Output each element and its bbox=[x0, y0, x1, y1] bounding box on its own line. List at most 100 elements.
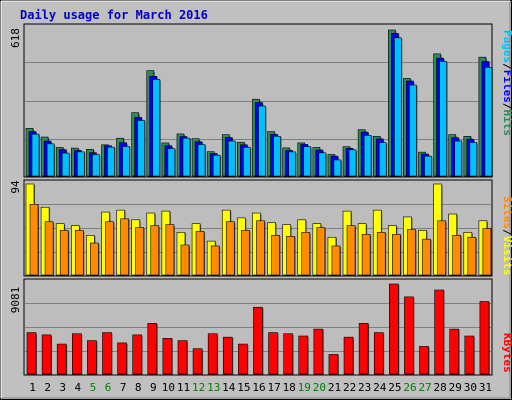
legend-files: Files bbox=[501, 70, 512, 103]
bar-pages-day-21 bbox=[333, 159, 342, 177]
bar-kbytes-day-23 bbox=[358, 323, 370, 375]
svg-text:Sites/Visits: Sites/Visits bbox=[501, 196, 512, 276]
bar-pages-day-19 bbox=[303, 146, 312, 177]
bar-kbytes-day-20 bbox=[313, 328, 324, 375]
bar-pages-day-29 bbox=[454, 140, 463, 177]
day-label-4: 4 bbox=[75, 381, 82, 394]
bar-sites-day-4 bbox=[74, 230, 85, 276]
bottom-legend: KBytes bbox=[501, 333, 512, 373]
bar-sites-day-3 bbox=[59, 230, 70, 276]
day-label-26: 26 bbox=[403, 381, 416, 394]
bar-sites-day-13 bbox=[210, 245, 221, 276]
day-label-9: 9 bbox=[150, 381, 157, 394]
bar-pages-day-25 bbox=[394, 37, 403, 178]
day-label-14: 14 bbox=[222, 381, 236, 394]
bar-kbytes-day-30 bbox=[464, 335, 475, 375]
bar-pages-day-24 bbox=[378, 142, 388, 177]
bar-sites-day-18 bbox=[286, 235, 296, 276]
bar-sites-day-30 bbox=[467, 236, 477, 276]
bar-pages-day-26 bbox=[409, 84, 418, 177]
day-label-22: 22 bbox=[343, 381, 356, 394]
bar-kbytes-day-4 bbox=[71, 333, 83, 375]
day-label-3: 3 bbox=[59, 381, 66, 394]
bar-kbytes-day-28 bbox=[434, 289, 445, 375]
day-label-12: 12 bbox=[192, 381, 205, 394]
bar-pages-day-8 bbox=[137, 120, 146, 177]
bar-sites-day-29 bbox=[452, 235, 462, 276]
bar-sites-day-31 bbox=[482, 228, 492, 276]
bar-pages-day-10 bbox=[167, 148, 176, 177]
legend-hits: Hits bbox=[501, 110, 512, 137]
bar-pages-day-22 bbox=[348, 149, 358, 177]
bar-sites-day-11 bbox=[180, 244, 190, 276]
bar-sites-day-9 bbox=[150, 225, 160, 276]
bar-kbytes-day-27 bbox=[419, 346, 430, 375]
day-label-31: 31 bbox=[479, 381, 492, 394]
bar-pages-day-28 bbox=[439, 61, 448, 177]
day-label-28: 28 bbox=[434, 381, 447, 394]
bar-kbytes-day-25 bbox=[389, 283, 400, 375]
day-label-1: 1 bbox=[29, 381, 36, 394]
bar-sites-day-24 bbox=[376, 232, 387, 276]
bottom-max-label: 9081 bbox=[9, 287, 22, 314]
bar-kbytes-day-21 bbox=[328, 354, 339, 375]
bar-kbytes-day-19 bbox=[298, 335, 309, 375]
bar-pages-day-17 bbox=[273, 136, 282, 177]
day-label-7: 7 bbox=[120, 381, 127, 394]
bar-sites-day-8 bbox=[135, 227, 145, 276]
day-label-16: 16 bbox=[252, 381, 265, 394]
bar-pages-day-27 bbox=[424, 155, 433, 177]
bar-sites-day-17 bbox=[271, 235, 281, 276]
day-label-23: 23 bbox=[358, 381, 371, 394]
bar-pages-day-5 bbox=[92, 154, 101, 177]
bar-kbytes-day-16 bbox=[253, 306, 264, 375]
day-label-24: 24 bbox=[373, 381, 387, 394]
bar-sites-day-26 bbox=[407, 229, 417, 276]
bar-pages-day-13 bbox=[212, 154, 222, 177]
bar-kbytes-day-18 bbox=[283, 333, 294, 375]
bar-pages-day-4 bbox=[76, 151, 86, 177]
bar-pages-day-30 bbox=[469, 142, 478, 177]
bar-sites-day-22 bbox=[346, 225, 357, 276]
bar-kbytes-day-15 bbox=[238, 343, 249, 375]
bar-kbytes-day-8 bbox=[132, 334, 143, 375]
bar-kbytes-day-17 bbox=[268, 332, 279, 375]
bar-kbytes-day-10 bbox=[162, 338, 173, 375]
bar-pages-day-18 bbox=[288, 151, 297, 177]
bar-pages-day-7 bbox=[122, 146, 131, 177]
day-label-15: 15 bbox=[237, 381, 250, 394]
bar-pages-day-6 bbox=[107, 146, 116, 177]
day-label-2: 2 bbox=[44, 381, 51, 394]
bar-kbytes-day-11 bbox=[177, 340, 188, 375]
middle-legend: Sites/Visits bbox=[501, 196, 512, 276]
bar-sites-day-28 bbox=[437, 220, 447, 276]
day-label-20: 20 bbox=[313, 381, 326, 394]
bar-kbytes-day-13 bbox=[207, 333, 219, 375]
bar-sites-day-12 bbox=[195, 231, 206, 276]
day-label-21: 21 bbox=[328, 381, 341, 394]
day-label-27: 27 bbox=[418, 381, 431, 394]
bar-sites-day-7 bbox=[120, 218, 130, 276]
bar-pages-day-20 bbox=[318, 152, 327, 177]
bar-kbytes-day-22 bbox=[343, 336, 355, 375]
bar-sites-day-5 bbox=[90, 242, 100, 276]
bar-sites-day-25 bbox=[392, 234, 402, 276]
top-legend: Pages/Files/Hits bbox=[501, 30, 512, 136]
bar-pages-day-15 bbox=[243, 147, 252, 177]
bar-pages-day-16 bbox=[258, 105, 267, 177]
day-label-29: 29 bbox=[449, 381, 462, 394]
bar-sites-day-14 bbox=[225, 221, 236, 276]
legend-visits: Visits bbox=[501, 236, 512, 276]
bar-kbytes-day-24 bbox=[373, 332, 385, 375]
day-label-30: 30 bbox=[464, 381, 477, 394]
day-label-13: 13 bbox=[207, 381, 220, 394]
day-label-17: 17 bbox=[267, 381, 280, 394]
bar-pages-day-2 bbox=[46, 143, 56, 177]
bar-pages-day-3 bbox=[61, 152, 71, 177]
bar-pages-day-1 bbox=[31, 133, 40, 177]
day-label-25: 25 bbox=[388, 381, 401, 394]
bar-kbytes-day-14 bbox=[222, 336, 234, 375]
bar-sites-day-10 bbox=[165, 224, 175, 276]
legend-sites: Sites bbox=[501, 196, 512, 229]
bar-pages-day-31 bbox=[484, 67, 493, 177]
